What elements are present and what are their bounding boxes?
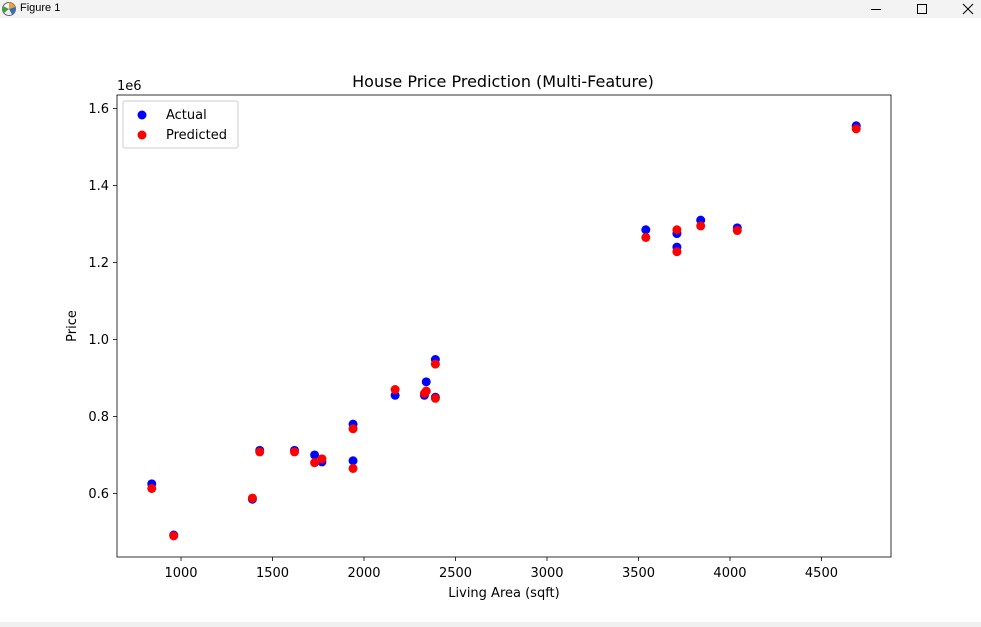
predicted-point [348,463,358,473]
actual-point [348,456,358,466]
window-titlebar: Figure 1 [0,0,981,18]
x-tick-label: 2000 [347,566,380,581]
legend-box [122,100,239,149]
predicted-point [317,454,327,464]
predicted-point [696,221,706,231]
window-title: Figure 1 [20,2,61,14]
predicted-point [348,424,358,434]
chart-title: House Price Prediction (Multi-Feature) [352,72,654,91]
predicted-point [672,247,682,257]
y-tick-label: 0.6 [88,487,109,502]
predicted-point [169,531,179,541]
x-tick-label: 2500 [439,566,472,581]
legend-label-predicted: Predicted [166,128,227,143]
predicted-point [147,483,157,493]
scatter-chart: House Price Prediction (Multi-Feature) 1… [65,72,892,601]
x-tick-label: 3500 [622,566,655,581]
matplotlib-icon [2,2,16,16]
x-axis-label: Living Area (sqft) [448,586,559,601]
maximize-button[interactable] [899,0,945,18]
y-offset-label: 1e6 [117,79,142,94]
y-tick-label: 1.0 [88,333,109,348]
predicted-point [430,359,440,369]
predicted-point [732,226,742,236]
y-tick-label: 1.2 [88,256,109,271]
y-tick-label: 1.4 [88,179,109,194]
window-bottom-edge [0,622,981,627]
data-points [147,121,861,541]
plot-area [116,94,892,558]
actual-point [641,225,651,235]
predicted-point [247,493,257,503]
x-tick-label: 1000 [164,566,197,581]
maximize-icon [917,4,927,14]
actual-point [421,377,431,387]
x-tick-label: 4000 [713,566,746,581]
y-tick-label: 1.6 [88,102,109,117]
y-axis-label: Price [65,310,80,342]
x-tick-label: 4500 [805,566,838,581]
x-tick-label: 1500 [256,566,289,581]
close-button[interactable] [945,0,981,18]
legend-marker-actual [137,110,147,120]
predicted-point [851,124,861,134]
predicted-point [641,232,651,242]
y-tick-label: 0.8 [88,410,109,425]
predicted-point [289,447,299,457]
predicted-point [430,393,440,403]
predicted-point [672,225,682,235]
predicted-point [421,386,431,396]
predicted-point [255,447,265,457]
predicted-point [390,385,400,395]
minimize-button[interactable] [853,0,899,18]
x-axis-ticks: 1000 1500 2000 2500 3000 3500 4000 4500 [164,557,838,581]
close-icon [962,3,974,15]
legend-marker-predicted [137,130,147,140]
x-tick-label: 3000 [530,566,563,581]
legend-label-actual: Actual [166,108,207,123]
y-axis-ticks: 0.6 0.8 1.0 1.2 1.4 1.6 [88,102,117,502]
legend: Actual Predicted [122,100,239,149]
actual-point [310,450,320,460]
predicted-point [310,458,320,468]
minimize-icon [871,9,881,10]
